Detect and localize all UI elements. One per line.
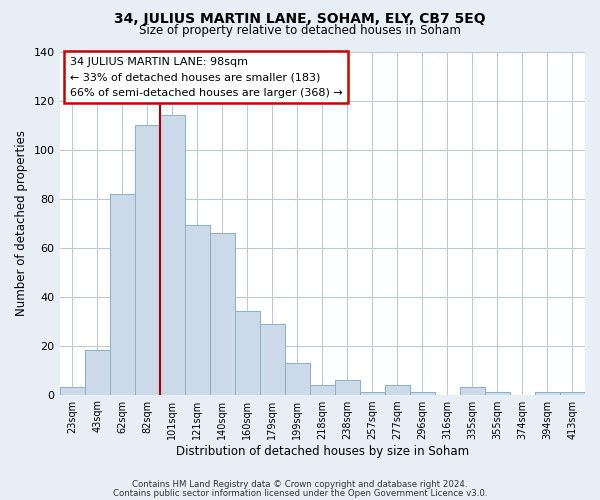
Bar	[110, 194, 134, 394]
Bar	[560, 392, 585, 394]
Bar	[535, 392, 560, 394]
Bar	[209, 233, 235, 394]
Text: 34 JULIUS MARTIN LANE: 98sqm
← 33% of detached houses are smaller (183)
66% of s: 34 JULIUS MARTIN LANE: 98sqm ← 33% of de…	[70, 56, 343, 98]
Bar	[134, 125, 160, 394]
Text: Contains HM Land Registry data © Crown copyright and database right 2024.: Contains HM Land Registry data © Crown c…	[132, 480, 468, 489]
Bar	[235, 312, 260, 394]
Bar	[260, 324, 285, 394]
Bar	[485, 392, 510, 394]
Bar	[460, 387, 485, 394]
Bar	[285, 362, 310, 394]
Bar	[160, 115, 185, 394]
Bar	[385, 385, 410, 394]
Text: Contains public sector information licensed under the Open Government Licence v3: Contains public sector information licen…	[113, 488, 487, 498]
Text: Size of property relative to detached houses in Soham: Size of property relative to detached ho…	[139, 24, 461, 37]
Y-axis label: Number of detached properties: Number of detached properties	[15, 130, 28, 316]
Bar	[360, 392, 385, 394]
Bar	[410, 392, 435, 394]
Bar	[335, 380, 360, 394]
Bar	[85, 350, 110, 395]
X-axis label: Distribution of detached houses by size in Soham: Distribution of detached houses by size …	[176, 444, 469, 458]
Bar	[310, 385, 335, 394]
Bar	[185, 226, 209, 394]
Bar	[59, 387, 85, 394]
Text: 34, JULIUS MARTIN LANE, SOHAM, ELY, CB7 5EQ: 34, JULIUS MARTIN LANE, SOHAM, ELY, CB7 …	[114, 12, 486, 26]
